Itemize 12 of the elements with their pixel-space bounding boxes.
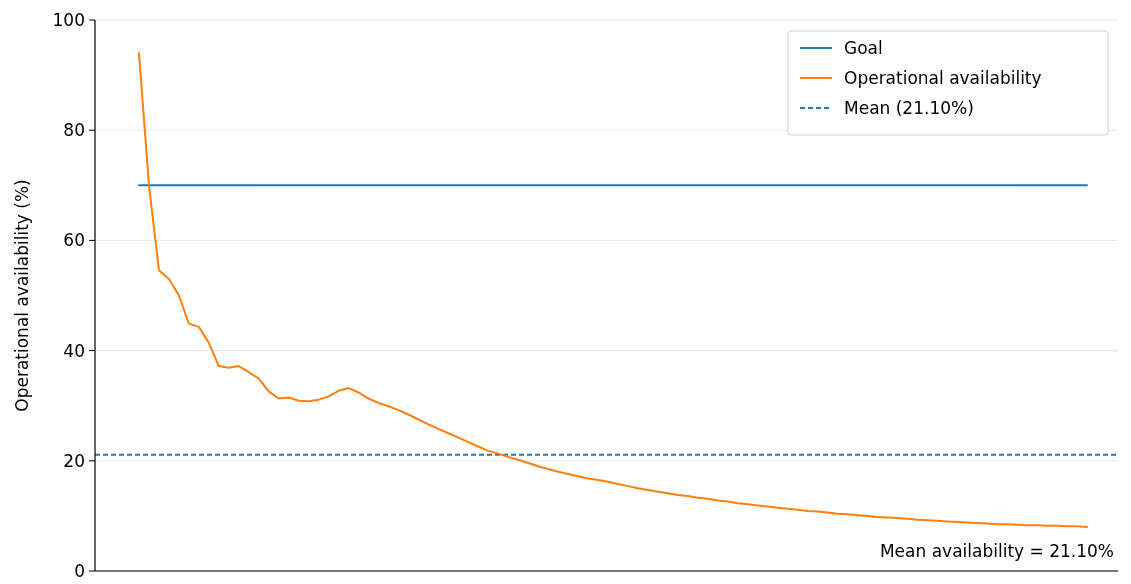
y-tick-label: 40 — [63, 340, 85, 361]
y-tick-label: 60 — [63, 230, 85, 251]
y-tick-label: 20 — [63, 450, 85, 471]
line-series — [138, 52, 1088, 528]
legend-label: Operational availability — [844, 67, 1042, 88]
y-tick-label: 100 — [52, 9, 85, 30]
legend-label: Mean (21.10%) — [844, 97, 974, 118]
y-axis-title: Operational availability (%) — [12, 179, 32, 412]
y-tick-label: 0 — [74, 560, 85, 581]
legend-label: Goal — [844, 37, 883, 58]
y-tick-label: 80 — [63, 120, 85, 141]
annotation: Mean availability = 21.10% — [879, 541, 1114, 561]
